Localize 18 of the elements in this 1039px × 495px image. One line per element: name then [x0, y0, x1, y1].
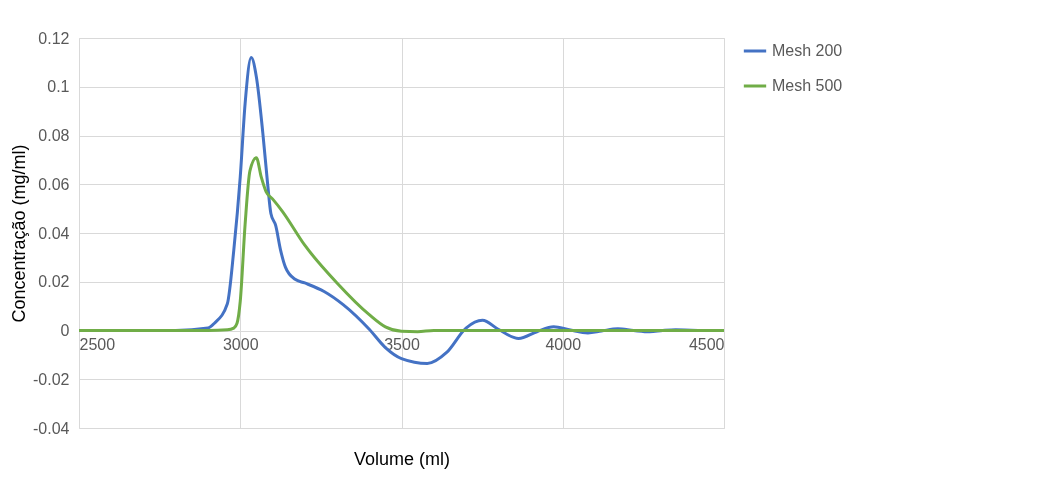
y-tick-label: 0	[60, 322, 70, 339]
y-tick-label: 0.04	[38, 224, 70, 242]
y-tick-label: 0.1	[47, 78, 70, 96]
x-tick-label: 3000	[222, 336, 259, 353]
y-tick-label: 0.08	[38, 127, 70, 144]
legend-label: Mesh 500	[772, 77, 843, 94]
y-axis-title: Concentração (mg/ml)	[9, 144, 30, 323]
x-tick-label: 4000	[545, 336, 582, 353]
y-tick-label: 0.06	[38, 175, 70, 193]
x-tick-label: 2500	[79, 336, 116, 353]
y-tick-label: -0.04	[33, 419, 70, 437]
y-tick-label: 0.02	[38, 273, 70, 291]
x-tick-label: 4500	[688, 336, 725, 353]
legend-label: Mesh 200	[772, 42, 843, 59]
y-tick-label: 0.12	[38, 29, 70, 47]
line-series	[79, 156, 724, 334]
x-axis-title: Volume (ml)	[353, 448, 451, 469]
y-tick-label: -0.02	[33, 370, 70, 388]
